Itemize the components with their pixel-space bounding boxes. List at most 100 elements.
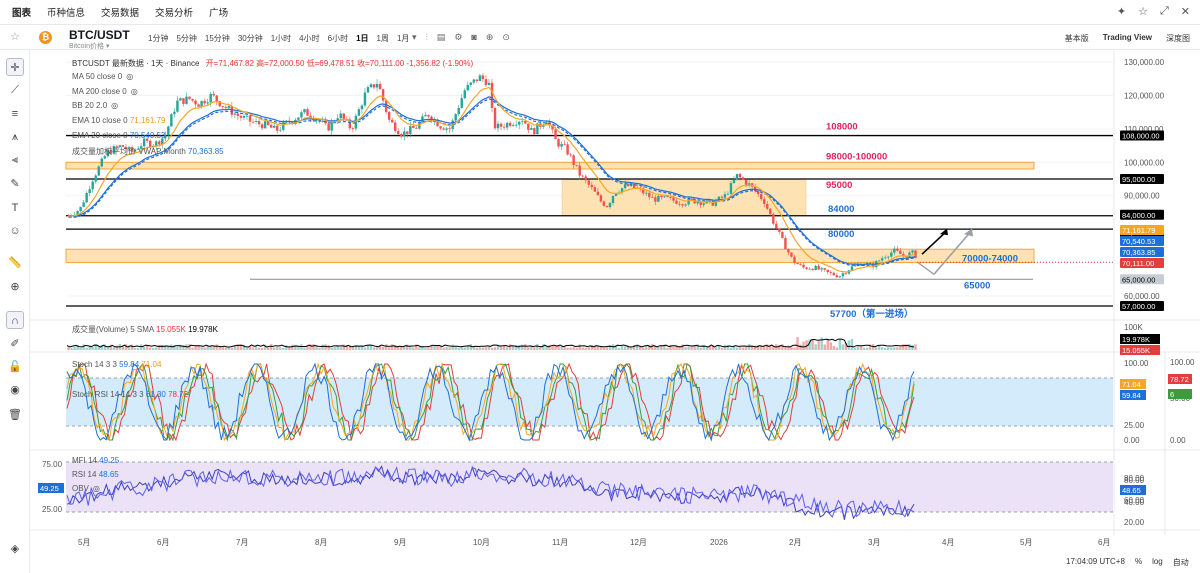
candle-body [726,193,730,195]
interval-1w[interactable]: 1周 [376,34,389,43]
volume-bar [475,347,479,350]
add-icon[interactable]: ⊕ [485,32,494,42]
eye-icon[interactable]: ◎ [92,484,100,493]
chart-type-icon[interactable]: ▤ [436,32,446,42]
interval-4h[interactable]: 4小时 [299,34,320,43]
symbol-subtitle[interactable]: Bitcoin价格 ▾ [69,43,110,50]
stochrsi-tag-bg [1168,389,1192,399]
candle-body [508,122,512,126]
candle-body [257,121,261,125]
fib-icon[interactable]: ≡ [11,108,19,120]
trash-icon[interactable]: 🗑 [8,409,22,421]
volume-bar [663,344,666,350]
candle-body [599,195,603,202]
ruler-icon[interactable]: 📏 [8,257,22,269]
interval-1M[interactable]: 1月 [396,34,410,43]
eye-icon[interactable]: ◎ [111,101,119,110]
interval-1h[interactable]: 1小时 [270,34,292,43]
candle-body [681,204,684,206]
candle-body [103,156,107,159]
nav-coin-info[interactable]: 币种信息 [47,8,86,19]
settings-icon[interactable]: ⚙ [454,32,463,42]
view-basic[interactable]: 基本版 [1064,34,1089,43]
magnet-icon[interactable]: ∩ [6,311,24,329]
candle-body [475,79,479,82]
volume-bar [511,345,515,350]
symbol-title[interactable]: BTC/USDT [69,28,130,42]
interval-1d[interactable]: 1日 [356,34,369,43]
volume-bar [472,346,476,350]
expand-icon[interactable]: ⤢ [1159,5,1169,17]
volume-bar [339,346,342,350]
candle-body [642,188,645,194]
candle-body [608,202,612,208]
candle-body [893,248,896,253]
crosshair-icon[interactable]: ✛ [6,58,24,76]
interval-1m[interactable]: 1分钟 [148,34,169,43]
projection-icon[interactable]: ⫷ [11,154,19,166]
close-icon[interactable]: ✕ [1180,6,1190,18]
stoch-band [66,378,1113,426]
volume-bar [375,346,379,350]
trendline-icon[interactable]: ⟋ [11,84,19,96]
time-tick-label: 4月 [942,538,954,547]
volume-bar [212,345,215,350]
view-depth[interactable]: 深度图 [1166,34,1190,43]
camera-icon[interactable]: ◙ [471,32,477,42]
candle-body [763,199,766,204]
nav-chart[interactable]: 图表 [12,8,32,19]
interval-15m[interactable]: 15分钟 [204,34,230,43]
volume-bar [387,347,391,350]
volume-bar [750,345,754,350]
eye-icon[interactable]: ◎ [130,87,138,96]
pattern-icon[interactable]: ⩚ [11,131,19,143]
indicator-icon[interactable]: ⫶ [425,32,428,42]
interval-6h[interactable]: 6小时 [327,34,349,43]
level-label: 57700（第一进场） [830,308,913,320]
sparkle-icon[interactable]: ✦ [1116,6,1127,18]
volume-bar [896,347,899,350]
brush-icon[interactable]: ✎ [10,178,20,190]
dropdown-icon[interactable]: ▾ [412,32,417,42]
candle-body [505,122,509,128]
eye-icon[interactable]: ◉ [10,384,20,396]
emoji-icon[interactable]: ☺ [9,225,21,237]
percent-toggle[interactable]: % [1134,557,1143,566]
drawing-toolbar: ✛ ⟋ ≡ ⩚ ⫷ ✎ T ☺ 📏 ⊕ ∩ ✐ 🔓 ◉ 🗑 ◈ [0,50,30,573]
volume-bar [481,347,485,350]
nav-trade-data[interactable]: 交易数据 [101,8,140,19]
auto-toggle[interactable]: 自动 [1172,558,1189,567]
candle-body [463,90,466,99]
candle-body [578,165,581,176]
volume-bar [300,344,303,350]
volume-bar [393,344,397,350]
candle-body [524,121,527,124]
volume-bar [648,344,651,350]
view-tradingview[interactable]: Trading View [1102,33,1152,42]
star-icon[interactable]: ☆ [1138,6,1148,18]
volume-bar [766,344,769,350]
replay-icon[interactable]: ⊙ [502,32,510,42]
eye-icon[interactable]: ◎ [126,72,134,81]
favorite-star-icon[interactable]: ☆ [10,31,20,43]
candle-body [182,98,185,104]
volume-bar [260,347,264,350]
zoom-icon[interactable]: ⊕ [10,281,20,293]
volume-bar [720,347,724,350]
interval-5m[interactable]: 5分钟 [176,34,197,43]
nav-trade-analysis[interactable]: 交易分析 [155,8,194,19]
lock-icon[interactable]: 🔓 [8,361,22,373]
nav-square[interactable]: 广场 [209,8,229,19]
candle-body [254,121,258,122]
volume-bar [409,345,412,350]
candle-body [173,111,176,115]
layers-icon[interactable]: ◈ [10,543,20,555]
volume-bar [699,347,702,350]
text-icon[interactable]: T [11,202,19,214]
interval-30m[interactable]: 30分钟 [237,34,263,43]
candle-body [145,138,149,141]
log-toggle[interactable]: log [1152,557,1163,566]
candle-body [272,125,276,128]
pencil-lock-icon[interactable]: ✐ [10,338,20,350]
